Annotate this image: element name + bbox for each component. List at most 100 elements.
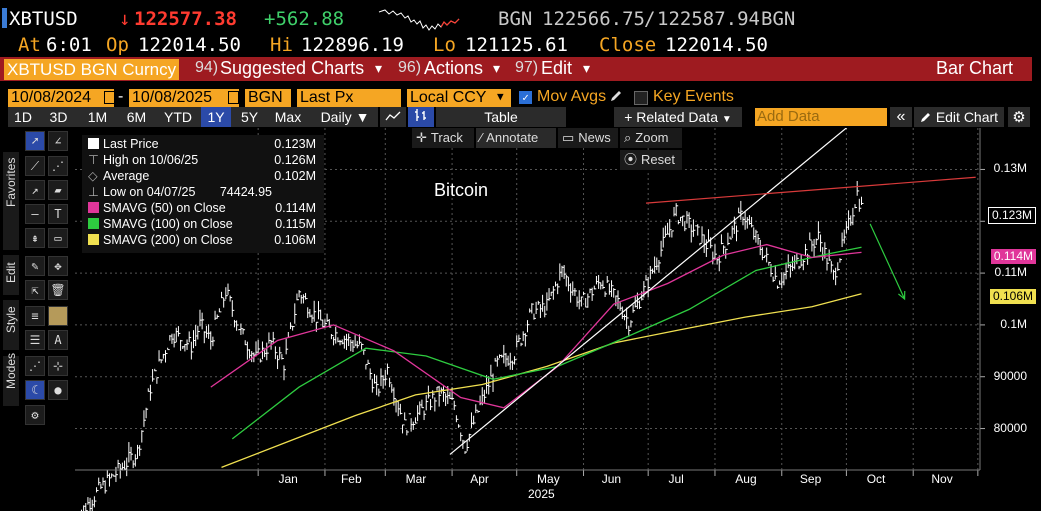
freehand-tool-icon[interactable]: ∠	[48, 131, 68, 151]
start-date-calendar-icon[interactable]	[104, 91, 115, 104]
reset-label: Reset	[641, 152, 675, 167]
trash-icon[interactable]: 🗑	[48, 280, 68, 300]
modes-tab[interactable]: Modes	[3, 353, 19, 406]
related-data-button[interactable]: + Related Data ▼	[614, 107, 742, 127]
legend-label-sma50: SMAVG (50) on Close	[103, 201, 226, 215]
ticker-symbol: XBTUSD	[9, 8, 78, 30]
end-date-calendar-icon[interactable]	[228, 91, 239, 104]
edit-tab[interactable]: Edit	[3, 255, 19, 295]
mov-avgs-checkbox[interactable]: ✓	[519, 91, 532, 104]
legend-high[interactable]: ⊤ High on 10/06/25 0.126M	[88, 152, 320, 168]
bid-price: 122566.75	[542, 8, 645, 30]
pen-tool-icon[interactable]: ✎	[25, 256, 45, 276]
price-bar	[462, 439, 465, 449]
fibonacci-tool-icon[interactable]: ⋰	[48, 156, 68, 176]
channel-tool-icon[interactable]: ▰	[48, 180, 68, 200]
snap-tool-icon[interactable]: ⊹	[48, 356, 68, 376]
price-bar	[660, 240, 664, 257]
dashed-line-tool-icon[interactable]: ⋰	[25, 356, 45, 376]
key-events-checkbox[interactable]	[634, 91, 648, 105]
price-bar	[518, 334, 521, 343]
price-bar	[177, 326, 181, 337]
select-tool-icon[interactable]: ⇱	[25, 280, 45, 300]
legend-sma200[interactable]: SMAVG (200) on Close 0.106M	[88, 232, 320, 248]
suggested-charts-menu[interactable]: Suggested Charts	[220, 58, 365, 78]
line-chart-button[interactable]	[380, 107, 406, 127]
chart-annotation-bitcoin[interactable]: Bitcoin	[434, 180, 489, 200]
chart-type-label: Bar Chart	[936, 58, 1014, 78]
period-button-max[interactable]: Max	[274, 109, 302, 125]
track-button[interactable]: ✛ Track	[412, 128, 474, 148]
collapse-panel-button[interactable]: «	[890, 107, 912, 127]
price-chart[interactable]	[0, 128, 1041, 511]
price-bar	[830, 261, 834, 273]
start-date-field[interactable]: 10/08/2024	[8, 89, 114, 107]
reset-button[interactable]: ⦿ Reset	[620, 150, 682, 170]
favorites-tab[interactable]: Favorites	[3, 152, 19, 250]
palette-settings-gear-icon[interactable]: ⚙	[25, 405, 45, 425]
legend-swatch-sma100	[88, 218, 99, 229]
legend-label-low: Low on 04/07/25	[103, 185, 196, 199]
zoom-button[interactable]: ⌕ Zoom	[620, 128, 682, 148]
legend-low[interactable]: ⊥ Low on 04/07/25 74424.95	[88, 184, 320, 200]
price-bar	[699, 242, 702, 246]
legend-average[interactable]: ◇ Average 0.102M	[88, 168, 320, 184]
open-price: 122014.50	[138, 34, 241, 56]
price-bar	[156, 377, 159, 384]
edit-menu[interactable]: Edit	[541, 58, 573, 78]
currency-dropdown-icon[interactable]: ▼	[497, 90, 504, 103]
price-bar	[639, 300, 642, 310]
pencil-icon[interactable]	[609, 89, 623, 103]
frequency-selector[interactable]: Daily ▼	[314, 107, 376, 127]
table-button[interactable]: Table	[436, 107, 566, 127]
color-palette-icon[interactable]: ●	[48, 380, 68, 400]
period-button-ytd[interactable]: YTD	[164, 109, 192, 125]
currency-selector[interactable]: Local CCY	[407, 89, 511, 107]
period-button-1y[interactable]: 1Y	[201, 107, 231, 127]
market-field-selector[interactable]: Last Px	[297, 89, 401, 107]
price-bar	[152, 369, 155, 382]
security-field[interactable]: XBTUSD BGN Curncy	[4, 59, 180, 80]
period-button-6m[interactable]: 6M	[126, 109, 147, 125]
sma50-price-tag: 0.114M	[990, 249, 1036, 264]
settings-gear-button[interactable]: ⚙	[1008, 107, 1030, 127]
horizontal-line-tool-icon[interactable]: —	[25, 204, 45, 224]
news-button[interactable]: ▭ News	[558, 128, 618, 148]
period-button-3d[interactable]: 3D	[49, 109, 68, 125]
price-bar	[298, 290, 302, 298]
related-data-dropdown-icon: ▼	[721, 114, 732, 125]
edit-chart-button[interactable]: Edit Chart	[914, 107, 1004, 127]
pricing-source-field[interactable]: BGN	[245, 89, 291, 107]
rectangle-tool-icon[interactable]: ▭	[48, 228, 68, 248]
ray-tool-icon[interactable]: ↗	[25, 180, 45, 200]
magnet-mode-icon[interactable]: ☾	[25, 380, 45, 400]
line-weight-tool-icon[interactable]: ☰	[25, 330, 45, 350]
price-marker-tool-icon[interactable]: ⇞	[25, 228, 45, 248]
legend-sma50[interactable]: SMAVG (50) on Close 0.114M	[88, 200, 320, 216]
move-tool-icon[interactable]: ✥	[48, 256, 68, 276]
text-tool-icon[interactable]: T	[48, 204, 68, 224]
actions-menu[interactable]: Actions	[424, 58, 484, 78]
price-bar	[473, 415, 476, 425]
price-bar	[785, 262, 789, 280]
price-bar	[442, 386, 446, 402]
legend-sma100[interactable]: SMAVG (100) on Close 0.115M	[88, 216, 320, 232]
price-bar	[399, 403, 403, 415]
color-fill-tool-icon[interactable]	[48, 306, 68, 326]
annotate-button[interactable]: ∕ Annotate	[476, 128, 556, 148]
price-bar	[283, 365, 287, 381]
pointer-tool-icon[interactable]: ➚	[25, 131, 45, 151]
period-button-5y[interactable]: 5Y	[240, 109, 259, 125]
period-button-1m[interactable]: 1M	[87, 109, 108, 125]
bar-chart-button[interactable]	[408, 107, 434, 127]
bid-ask-separator: /	[644, 8, 656, 30]
add-data-input[interactable]: Add Data	[755, 108, 887, 126]
line-style-tool-icon[interactable]: ≡	[25, 306, 45, 326]
trendline-tool-icon[interactable]: ⟋	[25, 156, 45, 176]
legend-last-price[interactable]: Last Price 0.123M	[88, 136, 320, 152]
open-label: Op	[106, 34, 129, 56]
end-date-field[interactable]: 10/08/2025	[129, 89, 239, 107]
period-button-1d[interactable]: 1D	[14, 109, 32, 125]
style-tab[interactable]: Style	[3, 300, 19, 350]
text-size-tool-icon[interactable]: A	[48, 330, 68, 350]
